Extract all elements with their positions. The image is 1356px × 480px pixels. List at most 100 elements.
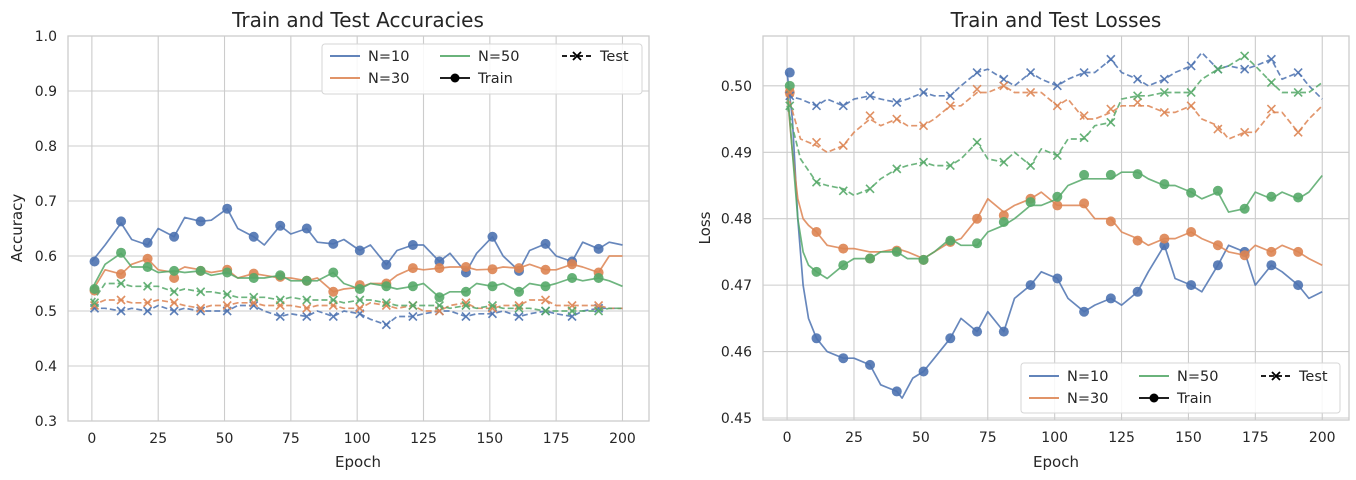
- marker-n50-train: [567, 273, 578, 283]
- marker-n10-train: [195, 216, 206, 227]
- marker-n50-test: [328, 295, 338, 305]
- marker-n50-train: [195, 265, 206, 276]
- marker-n30-train: [1052, 200, 1063, 211]
- marker-n10-test: [143, 306, 153, 316]
- marker-n10-train: [918, 366, 929, 377]
- x-tick-label: 0: [87, 431, 96, 447]
- marker-n10-train: [142, 237, 153, 248]
- marker-n50-train: [593, 273, 604, 283]
- x-tick-label: 150: [1175, 430, 1202, 446]
- marker-n10-test: [275, 311, 285, 322]
- marker-n10-test: [865, 91, 875, 101]
- x-tick-label: 25: [149, 431, 167, 447]
- marker-n10-test: [408, 311, 418, 322]
- marker-n50-test: [540, 306, 551, 316]
- marker-n10-test: [1052, 81, 1062, 91]
- marker-n30-test: [1293, 127, 1303, 137]
- accuracy-title: Train and Test Accuracies: [231, 8, 484, 32]
- marker-n30-test: [1079, 111, 1089, 121]
- marker-n10-test: [381, 320, 391, 330]
- marker-n10-test: [1026, 67, 1036, 78]
- y-tick-label: 0.50: [721, 79, 752, 95]
- loss-title: Train and Test Losses: [950, 8, 1162, 32]
- marker-n30-test: [540, 295, 551, 305]
- marker-n50-test: [785, 101, 795, 111]
- marker-n30-train: [407, 263, 418, 274]
- marker-n50-train: [301, 275, 312, 286]
- marker-n50-test: [1266, 77, 1276, 88]
- marker-n30-train: [514, 263, 525, 274]
- x-tick-label: 100: [344, 431, 371, 447]
- marker-n50-test: [1079, 133, 1089, 143]
- x-tick-label: 50: [912, 430, 930, 446]
- marker-n30-test: [1106, 104, 1116, 114]
- marker-n30-test: [1133, 97, 1143, 108]
- marker-n50-test: [143, 281, 153, 291]
- y-tick-label: 0.8: [35, 139, 57, 155]
- x-tick-label: 100: [1041, 430, 1068, 446]
- marker-n50-test: [1186, 87, 1196, 98]
- marker-n50-train: [838, 260, 849, 271]
- legend-label-n30: N=30: [368, 71, 409, 87]
- marker-n50-test: [116, 278, 126, 289]
- marker-n10-test: [918, 87, 929, 98]
- marker-n50-test: [811, 177, 822, 187]
- marker-n50-train: [328, 267, 339, 278]
- marker-n30-train: [811, 226, 822, 237]
- legend-label-n30: N=30: [1067, 391, 1108, 407]
- marker-n30-train: [838, 243, 849, 254]
- marker-n10-train: [998, 326, 1009, 337]
- marker-n30-train: [972, 213, 983, 224]
- marker-n10-test: [999, 74, 1009, 84]
- legend-label-n50: N=50: [1177, 369, 1218, 385]
- marker-n50-test: [1026, 160, 1036, 171]
- marker-n50-test: [1240, 51, 1250, 61]
- marker-n50-train: [460, 286, 471, 297]
- accuracy-legend: N=10 N=30 N=50 Train Test: [321, 43, 643, 95]
- marker-n10-test: [514, 311, 524, 322]
- marker-n30-test: [302, 303, 312, 313]
- marker-n50-train: [1293, 192, 1304, 203]
- marker-n30-test: [1026, 87, 1036, 98]
- marker-n30-train: [1159, 233, 1170, 244]
- marker-n30-train: [1266, 246, 1277, 257]
- marker-n10-test: [945, 91, 955, 101]
- marker-n10-test: [1159, 74, 1169, 84]
- marker-n50-test: [487, 300, 498, 311]
- marker-n50-test: [1106, 117, 1116, 127]
- marker-n10-train: [1025, 280, 1036, 291]
- marker-n50-test: [355, 295, 365, 305]
- marker-n30-test: [972, 84, 982, 94]
- marker-n50-test: [169, 287, 179, 297]
- marker-n50-test: [945, 160, 955, 171]
- loss-panel: 0 25 50 75 100 125 150 175 200 0.45 0.46 0.47 0.48 0.…: [696, 8, 1350, 471]
- legend-label-train: Train: [477, 71, 513, 87]
- marker-n10-train: [811, 333, 822, 344]
- marker-n10-test: [1240, 64, 1250, 74]
- marker-n50-train: [1079, 169, 1090, 180]
- legend-label-n10: N=10: [1067, 369, 1108, 385]
- marker-n30-test: [1240, 127, 1250, 137]
- marker-n10-test: [461, 311, 471, 322]
- marker-n30-train: [1079, 198, 1090, 209]
- marker-n50-train: [407, 281, 418, 292]
- legend-label-test: Test: [599, 49, 629, 65]
- marker-n50-train: [784, 80, 795, 91]
- marker-n50-test: [1133, 91, 1143, 101]
- x-tick-label: 75: [979, 430, 997, 446]
- marker-n50-train: [116, 247, 127, 258]
- legend-marker-train: [1149, 393, 1159, 403]
- marker-n30-test: [999, 81, 1009, 91]
- marker-n50-train: [275, 270, 286, 281]
- y-tick-label: 0.6: [35, 249, 57, 265]
- legend-label-n10: N=10: [368, 49, 409, 65]
- marker-n10-train: [838, 353, 849, 364]
- x-tick-label: 25: [845, 430, 863, 446]
- y-tick-label: 0.45: [721, 411, 752, 427]
- marker-n10-train: [540, 238, 551, 249]
- marker-n50-test: [89, 298, 100, 308]
- y-tick-label: 0.3: [35, 414, 57, 430]
- marker-n10-test: [1106, 54, 1116, 64]
- marker-n10-train: [222, 203, 233, 214]
